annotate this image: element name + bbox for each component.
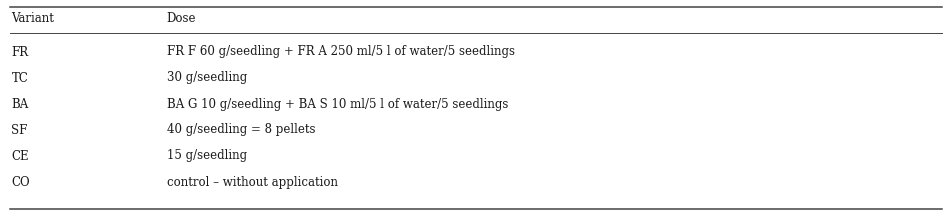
Text: FR: FR: [11, 46, 29, 58]
Text: control – without application: control – without application: [167, 175, 338, 189]
Text: 30 g/seedling: 30 g/seedling: [167, 71, 247, 85]
Text: SF: SF: [11, 123, 28, 137]
Text: 40 g/seedling = 8 pellets: 40 g/seedling = 8 pellets: [167, 123, 315, 137]
Text: 15 g/seedling: 15 g/seedling: [167, 150, 247, 162]
Text: Variant: Variant: [11, 12, 54, 25]
Text: CO: CO: [11, 175, 30, 189]
Text: BA G 10 g/seedling + BA S 10 ml/5 l of water/5 seedlings: BA G 10 g/seedling + BA S 10 ml/5 l of w…: [167, 98, 508, 110]
Text: BA: BA: [11, 98, 29, 110]
Text: FR F 60 g/seedling + FR A 250 ml/5 l of water/5 seedlings: FR F 60 g/seedling + FR A 250 ml/5 l of …: [167, 46, 515, 58]
Text: CE: CE: [11, 150, 30, 162]
Text: TC: TC: [11, 71, 29, 85]
Text: Dose: Dose: [167, 12, 196, 25]
